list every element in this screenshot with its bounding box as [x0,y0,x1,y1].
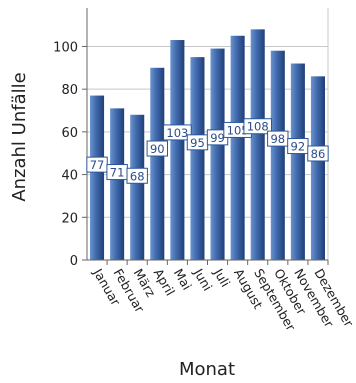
y-tick-label: 20 [61,211,78,226]
data-label-box [146,140,168,157]
y-tick-label: 80 [61,83,78,98]
data-label-text: 98 [270,132,285,146]
bar [270,50,285,260]
y-tick-label: 0 [70,254,78,269]
bar [90,95,105,260]
bar [110,108,125,260]
data-label-text: 105 [227,123,249,137]
x-axis-title: Monat [179,359,235,380]
bar [290,63,305,261]
x-tick-label: Juni [190,265,215,293]
data-label-text: 95 [190,136,205,150]
y-tick-label: 100 [53,40,78,55]
data-label-text: 86 [311,147,326,161]
bars [90,29,325,261]
data-label-text: 99 [210,131,225,145]
data-label: 92 [287,138,309,155]
bar [150,67,165,261]
y-axis-title: Anzahl Unfälle [9,72,30,201]
data-label: 77 [86,156,108,173]
y-tick-label: 40 [61,169,78,184]
data-label: 71 [106,164,128,181]
data-label-text: 92 [291,140,306,154]
data-label-text: 103 [166,126,188,140]
bar [190,57,205,260]
bar [250,29,265,261]
data-label-box [243,118,273,135]
data-label-box [307,145,329,162]
data-label-text: 68 [130,169,145,183]
data-label: 90 [146,140,168,157]
data-label-box [163,124,192,141]
data-label: 103 [163,124,192,141]
bar [130,114,145,260]
x-tick-labels: JanuarFebruarMärzAprilMaiJuniJuliAugustS… [90,265,356,334]
data-label-text: 71 [110,166,125,180]
data-label-text: 77 [90,158,105,172]
bar [210,48,225,261]
data-label: 108 [243,118,273,135]
data-label: 98 [267,130,289,147]
data-label: 99 [206,129,229,146]
axes [82,8,329,265]
data-label-box [126,167,148,184]
data-label: 105 [223,121,252,138]
data-label: 68 [126,167,148,184]
data-label-text: 108 [247,120,269,134]
data-label: 95 [186,134,209,151]
bar [230,35,245,260]
y-tick-label: 60 [61,126,78,141]
data-label-text: 90 [150,142,165,156]
data-label: 86 [307,145,329,162]
bar [170,40,185,260]
y-tick-labels: 0 20 40 60 80 100 [53,40,78,269]
bar [310,76,325,260]
